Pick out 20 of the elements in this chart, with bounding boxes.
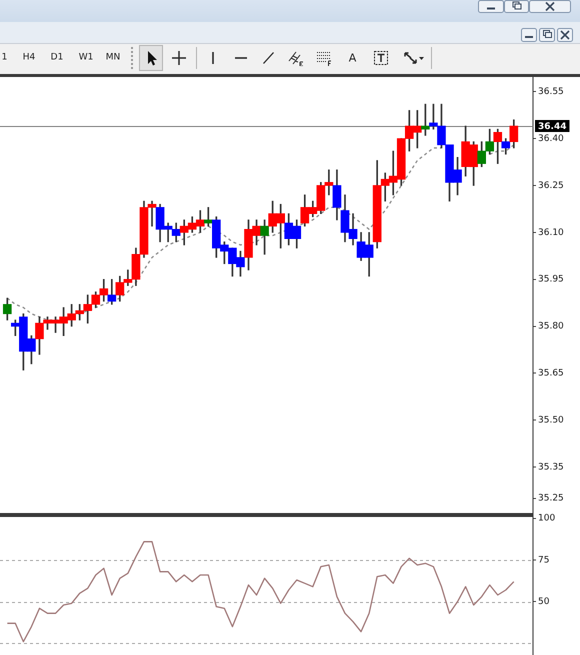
ref-line-label: 36.44 [538, 122, 566, 132]
y-tick-label: 35.35 [538, 462, 564, 472]
y-tick-label: 35.65 [538, 368, 564, 379]
text: D1 [50, 52, 64, 62]
text: MN [106, 52, 120, 62]
y-tick-label: 36.25 [538, 180, 564, 191]
y-tick-label: 35.25 [538, 494, 564, 504]
y-tick-label: 36.55 [538, 86, 564, 97]
y-tick-label: 75 [538, 555, 550, 566]
y-tick-label: 36.40 [538, 134, 564, 144]
y-tick-label: 35.80 [538, 322, 564, 332]
text: A [348, 52, 356, 64]
y-tick-label: 36.10 [538, 228, 564, 238]
y-tick-label: 35.50 [538, 415, 564, 426]
y-tick-label: 50 [538, 597, 550, 608]
y-tick-label: 100 [538, 514, 556, 524]
y-tick-label: 35.95 [538, 274, 564, 285]
text: H4 [22, 52, 36, 62]
text: W1 [78, 52, 94, 62]
text: 1 [2, 52, 8, 62]
